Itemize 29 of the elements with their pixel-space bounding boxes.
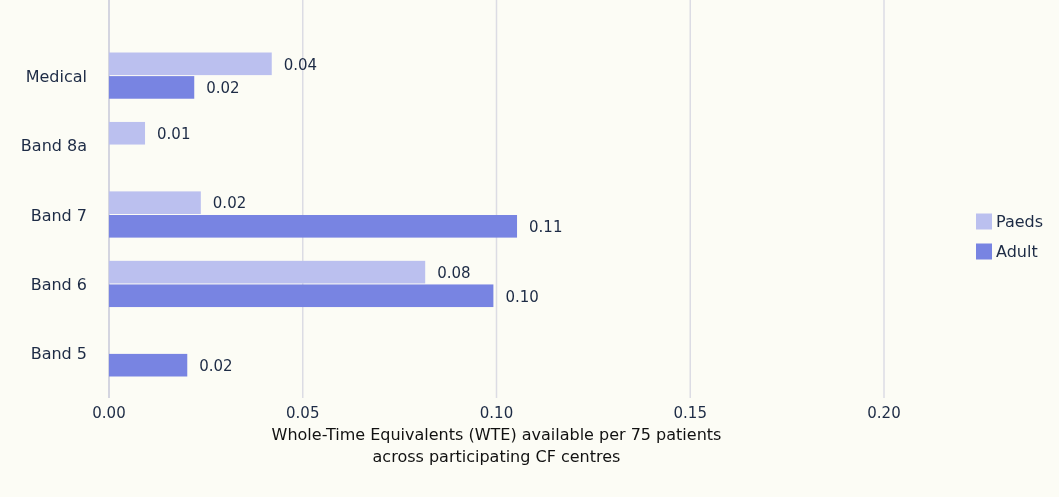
y-tick-label: Band 8a [20,136,87,156]
data-label: 0.01 [157,125,191,143]
legend-label: Adult [996,242,1038,262]
x-tick-label: 0.05 [286,404,320,422]
x-tick-label: 0.00 [92,404,126,422]
x-tick-label: 0.15 [673,404,707,422]
x-axis-title: Whole-Time Equivalents (WTE) available per 75 patients across participating CF centres [271,425,722,466]
y-tick-label: Medical [25,66,87,86]
bar [109,353,188,377]
data-label: 0.08 [437,263,471,282]
data-label: 0.10 [505,287,539,306]
bar [109,284,494,308]
y-tick-label: Band 6 [30,275,87,295]
bar [109,121,146,145]
data-label: 0.02 [199,356,233,375]
y-tick-label: Band 7 [30,205,87,225]
y-tick-label: Band 5 [30,344,87,364]
bar [109,52,272,76]
x-tick-label: 0.20 [867,404,901,422]
data-label: 0.04 [283,55,318,74]
data-label: 0.02 [206,79,240,98]
bar [109,215,518,238]
bar [109,191,201,214]
legend-label: Paeds [996,212,1044,232]
data-label: 0.02 [212,194,247,213]
x-tick-label: 0.10 [479,404,514,422]
bar [109,76,195,99]
data-label: 0.11 [529,218,563,237]
bar [109,260,426,284]
